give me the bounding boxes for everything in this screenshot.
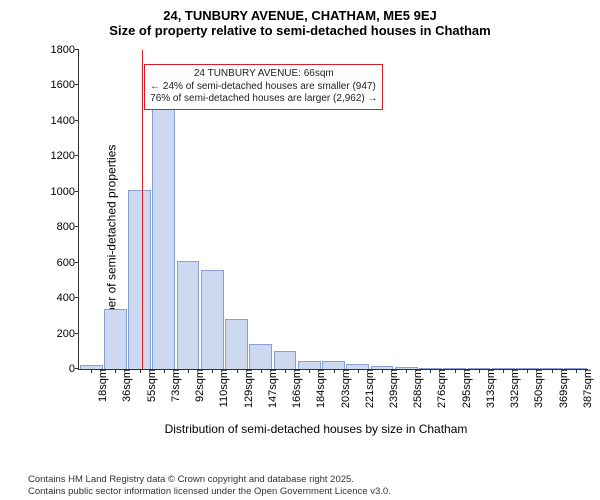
x-tick-mark xyxy=(285,369,286,373)
y-tick-mark xyxy=(75,297,79,298)
x-tick-mark xyxy=(164,369,165,373)
x-tick-label: 166sqm xyxy=(289,369,303,408)
x-tick-label: 184sqm xyxy=(313,369,327,408)
y-tick-label: 1800 xyxy=(51,44,79,56)
histogram-bar xyxy=(152,105,175,369)
x-tick-mark xyxy=(91,369,92,373)
y-tick-label: 1400 xyxy=(51,115,79,127)
x-tick-label: 276sqm xyxy=(434,369,448,408)
x-tick-mark xyxy=(212,369,213,373)
x-tick-label: 55sqm xyxy=(144,369,158,402)
x-tick-mark xyxy=(552,369,553,373)
x-tick-mark xyxy=(576,369,577,373)
histogram-bar xyxy=(177,261,200,369)
y-tick-mark xyxy=(75,49,79,50)
y-tick-mark xyxy=(75,262,79,263)
y-tick-label: 0 xyxy=(69,363,79,375)
y-tick-label: 600 xyxy=(57,257,79,269)
x-tick-label: 73sqm xyxy=(168,369,182,402)
x-tick-label: 313sqm xyxy=(483,369,497,408)
chart-area: Number of semi-detached properties 02004… xyxy=(36,42,596,442)
y-tick-label: 200 xyxy=(57,328,79,340)
annotation-line: ← 24% of semi-detached houses are smalle… xyxy=(150,81,377,94)
y-tick-label: 800 xyxy=(57,221,79,233)
x-tick-mark xyxy=(237,369,238,373)
footer-line1: Contains HM Land Registry data © Crown c… xyxy=(28,474,391,486)
histogram-bar xyxy=(225,319,248,369)
x-tick-label: 387sqm xyxy=(580,369,594,408)
x-tick-mark xyxy=(261,369,262,373)
annotation-line: 24 TUNBURY AVENUE: 66sqm xyxy=(150,68,377,81)
x-tick-mark xyxy=(309,369,310,373)
x-tick-mark xyxy=(527,369,528,373)
property-marker-line xyxy=(142,50,143,369)
x-tick-label: 350sqm xyxy=(531,369,545,408)
x-tick-label: 295sqm xyxy=(459,369,473,408)
x-tick-label: 110sqm xyxy=(216,369,230,407)
x-tick-mark xyxy=(334,369,335,373)
x-tick-mark xyxy=(479,369,480,373)
y-tick-mark xyxy=(75,226,79,227)
x-tick-mark xyxy=(503,369,504,373)
histogram-bar xyxy=(104,309,127,369)
x-tick-mark xyxy=(358,369,359,373)
histogram-bar xyxy=(201,270,224,369)
x-tick-label: 369sqm xyxy=(556,369,570,408)
y-tick-label: 1200 xyxy=(51,150,79,162)
chart-title-line1: 24, TUNBURY AVENUE, CHATHAM, ME5 9EJ xyxy=(8,8,592,23)
x-tick-label: 221sqm xyxy=(362,369,376,408)
x-tick-label: 92sqm xyxy=(192,369,206,402)
y-tick-mark xyxy=(75,191,79,192)
x-tick-label: 18sqm xyxy=(95,369,109,402)
x-tick-mark xyxy=(140,369,141,373)
x-tick-label: 147sqm xyxy=(265,369,279,408)
footer-line2: Contains public sector information licen… xyxy=(28,486,391,498)
chart-title-line2: Size of property relative to semi-detach… xyxy=(8,23,592,38)
x-tick-label: 332sqm xyxy=(507,369,521,408)
x-tick-mark xyxy=(406,369,407,373)
x-tick-mark xyxy=(115,369,116,373)
x-tick-label: 239sqm xyxy=(386,369,400,408)
plot-region: 02004006008001000120014001600180018sqm36… xyxy=(78,50,588,370)
annotation-line: 76% of semi-detached houses are larger (… xyxy=(150,93,377,106)
x-tick-mark xyxy=(430,369,431,373)
attribution-footer: Contains HM Land Registry data © Crown c… xyxy=(28,474,391,498)
y-tick-mark xyxy=(75,155,79,156)
histogram-bar xyxy=(128,190,151,369)
x-tick-mark xyxy=(382,369,383,373)
y-tick-label: 400 xyxy=(57,292,79,304)
y-tick-label: 1000 xyxy=(51,186,79,198)
y-tick-mark xyxy=(75,368,79,369)
x-tick-mark xyxy=(455,369,456,373)
histogram-bar xyxy=(322,361,345,369)
histogram-bar xyxy=(298,361,321,369)
x-axis-label: Distribution of semi-detached houses by … xyxy=(36,422,596,436)
annotation-box: 24 TUNBURY AVENUE: 66sqm← 24% of semi-de… xyxy=(144,64,383,110)
y-tick-mark xyxy=(75,120,79,121)
y-tick-label: 1600 xyxy=(51,79,79,91)
histogram-bar xyxy=(274,351,297,369)
y-tick-mark xyxy=(75,333,79,334)
y-tick-mark xyxy=(75,84,79,85)
x-tick-label: 203sqm xyxy=(338,369,352,408)
x-tick-label: 258sqm xyxy=(410,369,424,408)
histogram-bar xyxy=(249,344,272,369)
x-tick-label: 129sqm xyxy=(241,369,255,408)
x-tick-mark xyxy=(188,369,189,373)
x-tick-label: 36sqm xyxy=(119,369,133,402)
chart-container: 24, TUNBURY AVENUE, CHATHAM, ME5 9EJ Siz… xyxy=(0,0,600,500)
